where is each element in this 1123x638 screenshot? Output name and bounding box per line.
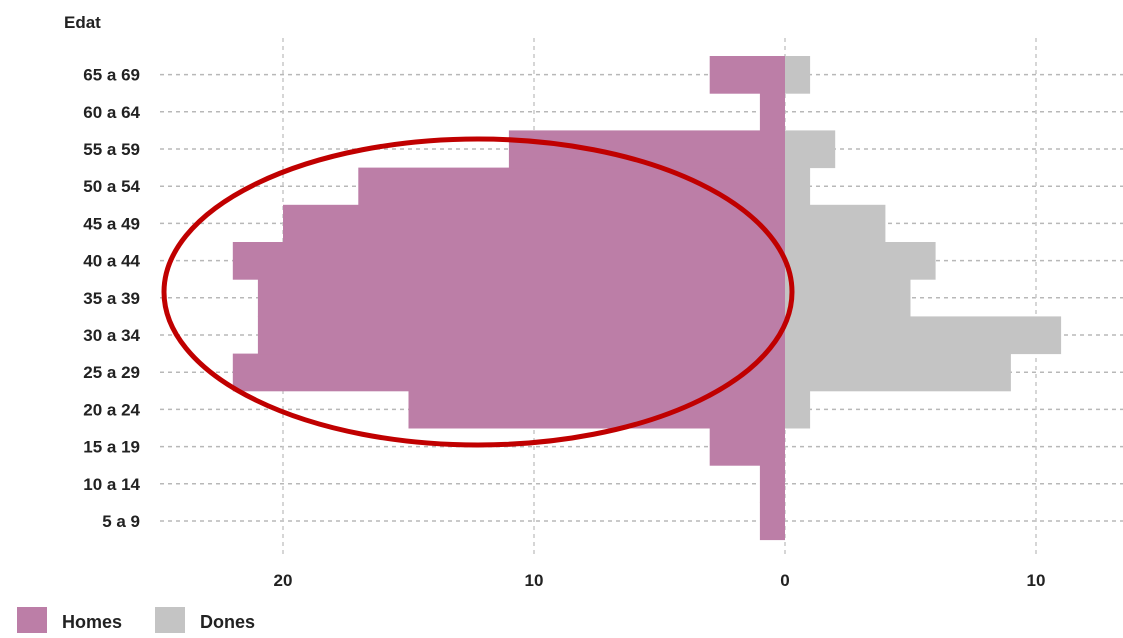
bar-dones-25-a-29 — [785, 353, 1011, 392]
legend-swatch-homes — [17, 607, 47, 633]
bar-homes-60-a-64 — [759, 93, 785, 131]
bar-dones-30-a-34 — [785, 316, 1062, 355]
bar-homes-10-a-14 — [759, 465, 785, 503]
x-tick-labels: 20 10 0 10 — [274, 571, 1046, 590]
category-label: 30 a 34 — [83, 326, 140, 345]
legend-swatch-dones — [155, 607, 185, 633]
bars — [232, 56, 1062, 541]
y-axis-label: Edat — [64, 13, 101, 32]
category-label: 10 a 14 — [83, 475, 140, 494]
bar-homes-50-a-54 — [358, 167, 785, 206]
category-label: 20 a 24 — [83, 400, 140, 419]
x-tick-label: 20 — [274, 571, 293, 590]
bar-dones-40-a-44 — [785, 242, 936, 280]
category-label: 15 a 19 — [83, 438, 140, 457]
bar-dones-35-a-39 — [785, 279, 911, 317]
legend: Homes Dones — [17, 607, 255, 633]
category-label: 65 a 69 — [83, 66, 140, 85]
category-label: 60 a 64 — [83, 103, 140, 122]
category-labels: 5 a 9 10 a 14 15 a 19 20 a 24 25 a 29 30 a 34… — [83, 66, 140, 531]
category-label: 5 a 9 — [102, 512, 140, 531]
category-label: 25 a 29 — [83, 363, 140, 382]
bar-homes-15-a-19 — [709, 428, 785, 466]
bar-dones-20-a-24 — [785, 390, 811, 429]
bar-dones-50-a-54 — [785, 167, 811, 206]
bar-homes-25-a-29 — [232, 353, 786, 392]
legend-label-dones: Dones — [200, 612, 255, 632]
bar-homes-20-a-24 — [408, 390, 785, 429]
x-tick-label: 10 — [1027, 571, 1046, 590]
bar-dones-45-a-49 — [785, 204, 886, 243]
highlight-ellipse — [161, 136, 795, 448]
x-tick-label: 0 — [780, 571, 789, 590]
bar-dones-55-a-59 — [785, 130, 836, 169]
bar-homes-5-a-9 — [759, 502, 785, 541]
bar-homes-40-a-44 — [232, 242, 786, 280]
category-label: 45 a 49 — [83, 214, 140, 233]
category-label: 40 a 44 — [83, 252, 140, 271]
bar-homes-65-a-69 — [709, 56, 785, 94]
category-label: 50 a 54 — [83, 177, 140, 196]
category-label: 55 a 59 — [83, 140, 140, 159]
legend-label-homes: Homes — [62, 612, 122, 632]
bar-homes-30-a-34 — [257, 316, 785, 355]
x-tick-label: 10 — [525, 571, 544, 590]
bar-homes-35-a-39 — [257, 279, 785, 317]
category-label: 35 a 39 — [83, 289, 140, 308]
bar-homes-45-a-49 — [283, 204, 785, 243]
bar-dones-65-a-69 — [785, 56, 811, 94]
